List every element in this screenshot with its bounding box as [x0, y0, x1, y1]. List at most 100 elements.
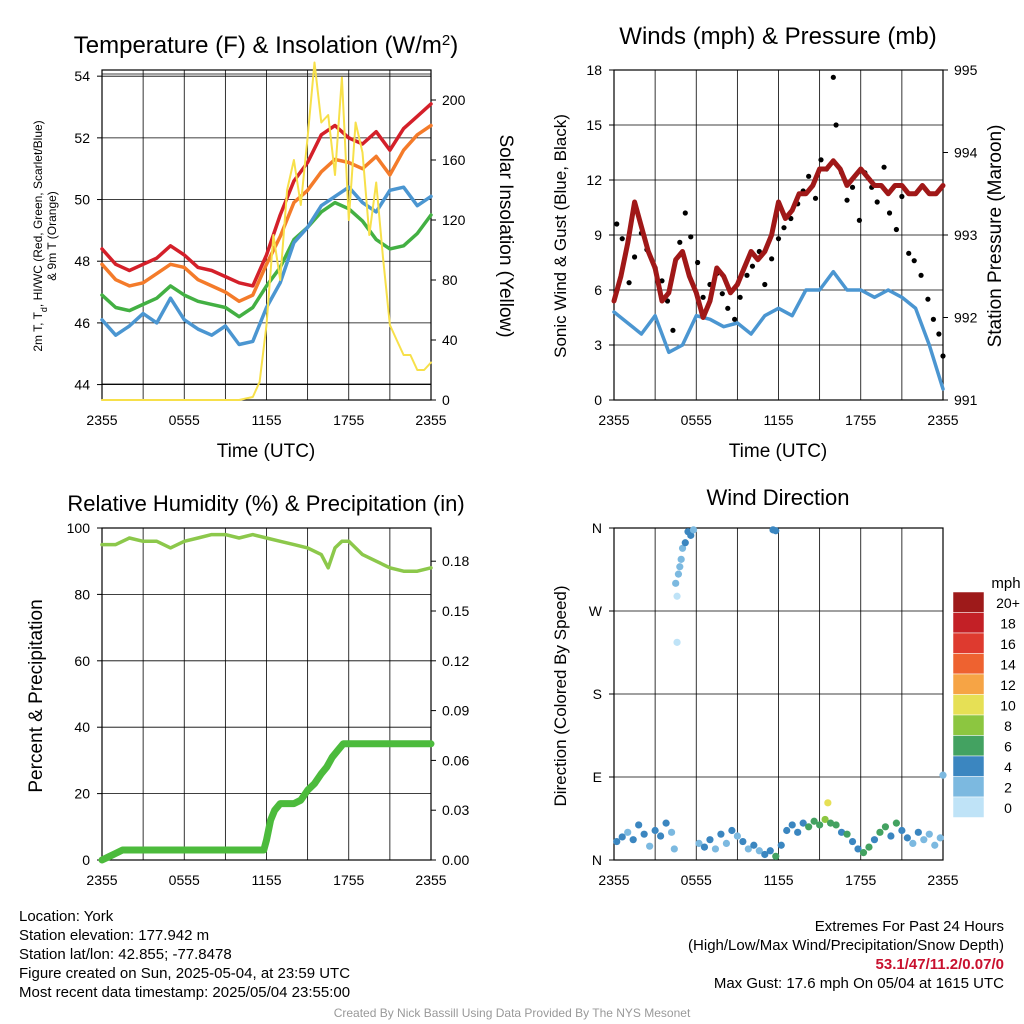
- x-tick-label: 0555: [169, 412, 200, 428]
- sonic-wind-line: [612, 269, 945, 391]
- wind-direction-point: [931, 841, 939, 849]
- wind-direction-point: [700, 843, 709, 851]
- wind-direction-point: [865, 843, 873, 851]
- left-tick-label: 52: [74, 130, 90, 146]
- right-tick-label: 0.03: [442, 802, 469, 818]
- wind-direction-point: [881, 823, 890, 831]
- gust-point: [700, 294, 706, 300]
- wind-direction-point: [673, 592, 681, 600]
- gust-point: [906, 250, 912, 256]
- wind-direction-point: [733, 832, 741, 840]
- gust-point: [769, 256, 775, 262]
- direction-title: Wind Direction: [706, 485, 849, 510]
- gust-point: [677, 239, 683, 245]
- left-tick-label: 0: [594, 392, 602, 408]
- credit-text: Created By Nick Bassill Using Data Provi…: [333, 1006, 691, 1020]
- left-tick-label: E: [593, 769, 602, 785]
- max-gust-text: Max Gust: 17.6 mph On 05/04 at 1615 UTC: [713, 975, 1004, 992]
- right-tick-label: 0: [442, 392, 450, 408]
- wind-direction-point: [898, 826, 906, 835]
- wind-direction-point: [667, 828, 676, 836]
- x-tick-label: 2355: [415, 872, 446, 888]
- gust-point: [899, 193, 905, 200]
- wind-direction-point: [920, 836, 928, 844]
- wind-direction-point: [772, 527, 780, 535]
- gust-point: [626, 280, 632, 286]
- colorbar-swatch: [952, 796, 985, 818]
- right-tick-label: 995: [954, 62, 978, 78]
- plot-frame: [101, 69, 432, 401]
- gust-point: [614, 221, 620, 227]
- right-tick-label: 80: [442, 272, 458, 288]
- x-tick-label: 2355: [86, 872, 117, 888]
- wind-direction-point: [670, 845, 678, 853]
- humidity-panel: Relative Humidity (%) & Precipitation (i…: [26, 491, 469, 888]
- x-tick-label: 1155: [251, 412, 281, 428]
- wind-direction-point: [624, 828, 632, 836]
- wind-direction-point: [772, 852, 780, 860]
- left-tick-label: 44: [74, 377, 90, 393]
- wind-direction-point: [674, 570, 683, 578]
- right-tick-label: 160: [442, 152, 466, 168]
- wind-direction-point: [676, 563, 684, 571]
- extremes-subtitle: (High/Low/Max Wind/Precipitation/Snow De…: [688, 937, 1004, 954]
- gust-point: [682, 210, 688, 216]
- right-tick-label: 991: [954, 392, 978, 408]
- wc-line: [100, 185, 433, 347]
- gust-point: [725, 305, 731, 311]
- colorbar-label: 8: [1004, 718, 1012, 734]
- 2m-t-line: [100, 102, 433, 288]
- left-tick-label: 48: [74, 253, 90, 269]
- gust-point: [856, 217, 862, 223]
- x-tick-label: 2355: [598, 412, 629, 428]
- wind-direction-point: [821, 815, 829, 824]
- wind-direction-point: [728, 826, 736, 835]
- wind-direction-point: [805, 823, 813, 831]
- wind-direction-point: [657, 832, 665, 840]
- gust-point: [874, 199, 880, 205]
- right-tick-label: 993: [954, 227, 978, 243]
- temperature-left-axis-label-line2: & 9m T (Orange): [45, 191, 59, 281]
- colorbar-label: 14: [1000, 657, 1016, 673]
- wind-direction-point: [739, 837, 747, 846]
- wind-direction-point: [859, 849, 868, 857]
- wind-direction-point: [903, 834, 911, 842]
- x-tick-label: 1755: [845, 412, 876, 428]
- wind-direction-point: [629, 836, 637, 844]
- left-tick-label: 40: [74, 719, 90, 735]
- gust-point: [930, 316, 937, 322]
- colorbar-label: 18: [1000, 616, 1016, 632]
- right-tick-label: 0.00: [442, 852, 469, 868]
- gust-point: [619, 236, 625, 242]
- recent-timestamp-text: Most recent data timestamp: 2025/05/04 2…: [19, 984, 351, 1001]
- solar-insolation-line: [101, 61, 432, 401]
- colorbar-label: 2: [1004, 780, 1012, 796]
- left-tick-label: 50: [74, 192, 90, 208]
- wind-direction-point: [687, 531, 695, 539]
- gust-point: [911, 258, 917, 264]
- wind-direction-point: [848, 837, 857, 846]
- wind-direction-point: [761, 850, 769, 859]
- gust-point: [659, 278, 665, 284]
- winds-right-axis-label: Station Pressure (Maroon): [985, 125, 1006, 348]
- winds-panel: Winds (mph) & Pressure (mb) Sonic Wind &…: [551, 23, 1006, 462]
- wind-direction-point: [909, 839, 917, 848]
- right-tick-label: 40: [442, 332, 458, 348]
- gust-point: [688, 234, 694, 240]
- gust-point: [670, 327, 676, 333]
- gust-point: [881, 164, 887, 170]
- speed-colorbar: 20+ 18 16 14 12 10 8 6 4 2 0: [952, 591, 1020, 818]
- colorbar-unit-label: mph: [991, 575, 1020, 592]
- wind-direction-point: [914, 828, 922, 836]
- gust-point: [806, 173, 812, 179]
- colorbar-swatch: [952, 673, 985, 695]
- left-tick-label: N: [592, 852, 602, 868]
- wind-direction-point: [837, 828, 846, 836]
- wind-direction-point: [678, 544, 687, 552]
- colorbar-swatch: [952, 694, 985, 716]
- colorbar-swatch: [952, 735, 985, 757]
- left-tick-label: 54: [74, 68, 90, 84]
- wind-direction-point: [722, 839, 731, 848]
- gust-point: [936, 331, 942, 337]
